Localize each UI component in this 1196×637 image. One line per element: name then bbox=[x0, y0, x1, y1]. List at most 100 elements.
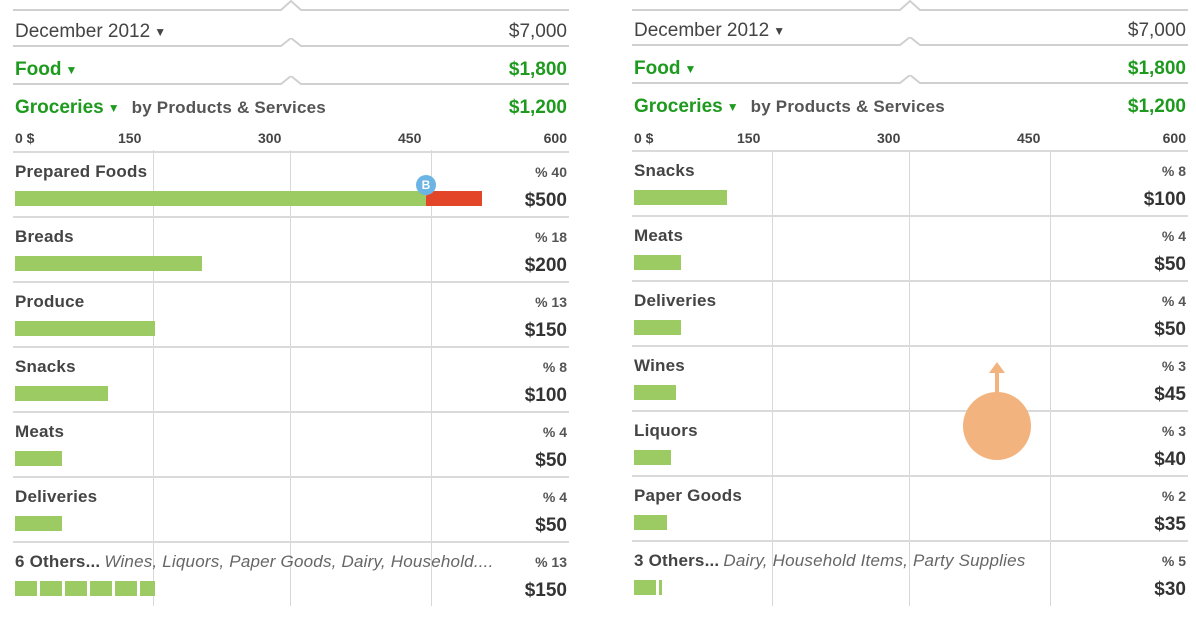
item-percent: % 5 bbox=[1161, 553, 1186, 569]
others-row[interactable]: 3 Others... Dairy, Household Items, Party… bbox=[632, 540, 1188, 605]
category-amount: $1,800 bbox=[508, 59, 567, 80]
list-item[interactable]: Liquors % 3 $40 bbox=[632, 410, 1188, 475]
period-row[interactable]: December 2012 ▼ $7,000 bbox=[632, 11, 1188, 49]
list-item[interactable]: Paper Goods % 2 $35 bbox=[632, 475, 1188, 540]
others-list: Wines, Liquors, Paper Goods, Dairy, Hous… bbox=[104, 552, 494, 571]
axis-tick: 0 $ bbox=[634, 130, 654, 146]
list-item[interactable]: Prepared Foods % 40 $500 B bbox=[13, 151, 569, 216]
header-separator bbox=[632, 0, 1188, 11]
chevron-down-icon: ▼ bbox=[726, 100, 739, 114]
subcategory-row[interactable]: Groceries ▼ by Products & Services $1,200 bbox=[632, 87, 1188, 125]
period-amount: $7,000 bbox=[1127, 20, 1186, 41]
item-name: Meats bbox=[15, 422, 65, 441]
item-amount: $35 bbox=[1154, 514, 1186, 535]
gridline bbox=[909, 150, 910, 606]
item-amount: $50 bbox=[1154, 319, 1186, 340]
item-amount: $40 bbox=[1154, 449, 1186, 470]
gridline bbox=[772, 150, 773, 606]
item-amount: $500 bbox=[524, 190, 567, 211]
item-name: Deliveries bbox=[15, 487, 98, 506]
category-row[interactable]: Food ▼ $1,800 bbox=[632, 49, 1188, 87]
item-bar bbox=[15, 451, 62, 466]
list-item[interactable]: Breads % 18 $200 bbox=[13, 216, 569, 281]
list-item[interactable]: Meats % 4 $50 bbox=[13, 411, 569, 476]
category-selector[interactable]: Food ▼ bbox=[634, 58, 697, 79]
item-bar bbox=[634, 515, 667, 530]
item-name: Wines bbox=[634, 356, 685, 375]
period-amount: $7,000 bbox=[508, 21, 567, 42]
amount-axis: 0 $ 150 300 450 600 bbox=[13, 128, 569, 150]
scroll-arrow-stem bbox=[995, 372, 999, 396]
period-selector[interactable]: December 2012 ▼ bbox=[15, 21, 167, 42]
item-name: 6 Others... Wines, Liquors, Paper Goods, … bbox=[15, 552, 494, 572]
subcategory-selector[interactable]: Groceries ▼ by Products & Services bbox=[634, 96, 945, 117]
item-amount: $45 bbox=[1154, 384, 1186, 405]
axis-tick: 600 bbox=[543, 130, 567, 146]
item-percent: % 4 bbox=[1161, 228, 1186, 244]
item-bar bbox=[634, 320, 681, 335]
period-row[interactable]: December 2012 ▼ $7,000 bbox=[13, 12, 569, 50]
item-percent: % 4 bbox=[542, 424, 567, 440]
item-amount: $200 bbox=[524, 255, 567, 276]
header-separator bbox=[13, 76, 569, 85]
subcategory-amount: $1,200 bbox=[1127, 96, 1186, 117]
axis-tick: 300 bbox=[877, 130, 901, 146]
gridline bbox=[290, 150, 291, 606]
others-count: 6 Others... bbox=[15, 552, 101, 571]
axis-tick: 0 $ bbox=[15, 130, 35, 146]
axis-tick: 450 bbox=[1017, 130, 1041, 146]
breakdown-panel-right: December 2012 ▼ $7,000 Food ▼ $1,800 Groce… bbox=[632, 0, 1188, 637]
subcategory-row[interactable]: Groceries ▼ by Products & Services $1,200 bbox=[13, 88, 569, 126]
item-percent: % 8 bbox=[542, 359, 567, 375]
item-name: Snacks bbox=[634, 161, 695, 180]
chevron-down-icon: ▼ bbox=[773, 24, 786, 38]
subcategory-selector[interactable]: Groceries ▼ by Products & Services bbox=[15, 97, 326, 118]
item-name: Meats bbox=[634, 226, 684, 245]
gridline bbox=[153, 150, 154, 606]
others-count: 3 Others... bbox=[634, 551, 720, 570]
touch-scroll-indicator[interactable] bbox=[963, 392, 1031, 460]
list-item[interactable]: Deliveries % 4 $50 bbox=[632, 280, 1188, 345]
header-separator bbox=[632, 37, 1188, 46]
item-percent: % 2 bbox=[1161, 488, 1186, 504]
item-amount: $100 bbox=[1143, 189, 1186, 210]
axis-tick: 300 bbox=[258, 130, 282, 146]
others-row[interactable]: 6 Others... Wines, Liquors, Paper Goods, … bbox=[13, 541, 569, 606]
item-percent: % 3 bbox=[1161, 423, 1186, 439]
list-item[interactable]: Deliveries % 4 $50 bbox=[13, 476, 569, 541]
item-bar bbox=[15, 191, 426, 206]
budget-marker[interactable]: B bbox=[416, 175, 436, 195]
item-amount: $100 bbox=[524, 385, 567, 406]
axis-tick: 600 bbox=[1162, 130, 1186, 146]
period-selector[interactable]: December 2012 ▼ bbox=[634, 20, 786, 41]
item-name: 3 Others... Dairy, Household Items, Party… bbox=[634, 551, 1025, 571]
chevron-down-icon: ▼ bbox=[65, 63, 78, 77]
category-row[interactable]: Food ▼ $1,800 bbox=[13, 50, 569, 88]
header-separator bbox=[13, 0, 569, 11]
others-list: Dairy, Household Items, Party Supplies bbox=[723, 551, 1026, 570]
category-selector[interactable]: Food ▼ bbox=[15, 59, 78, 80]
list-item[interactable]: Snacks % 8 $100 bbox=[632, 150, 1188, 215]
item-name: Prepared Foods bbox=[15, 162, 148, 181]
item-amount: $50 bbox=[535, 515, 567, 536]
item-amount: $150 bbox=[524, 580, 567, 601]
item-percent: % 3 bbox=[1161, 358, 1186, 374]
axis-tick: 150 bbox=[118, 130, 142, 146]
item-bar bbox=[634, 450, 671, 465]
gridline bbox=[1050, 150, 1051, 606]
list-item[interactable]: Meats % 4 $50 bbox=[632, 215, 1188, 280]
chevron-down-icon: ▼ bbox=[154, 25, 167, 39]
subcategory-amount: $1,200 bbox=[508, 97, 567, 118]
breakdown-panel-left: December 2012 ▼ $7,000 Food ▼ $1,800 Groce… bbox=[13, 0, 569, 637]
list-item[interactable]: Produce % 13 $150 bbox=[13, 281, 569, 346]
item-name: Snacks bbox=[15, 357, 76, 376]
axis-tick: 450 bbox=[398, 130, 422, 146]
list-item[interactable]: Wines % 3 $45 bbox=[632, 345, 1188, 410]
header-separator bbox=[632, 75, 1188, 84]
category-amount: $1,800 bbox=[1127, 58, 1186, 79]
item-amount: $50 bbox=[535, 450, 567, 471]
item-percent: % 18 bbox=[535, 229, 567, 245]
list-item[interactable]: Snacks % 8 $100 bbox=[13, 346, 569, 411]
item-name: Paper Goods bbox=[634, 486, 743, 505]
item-amount: $30 bbox=[1154, 579, 1186, 600]
